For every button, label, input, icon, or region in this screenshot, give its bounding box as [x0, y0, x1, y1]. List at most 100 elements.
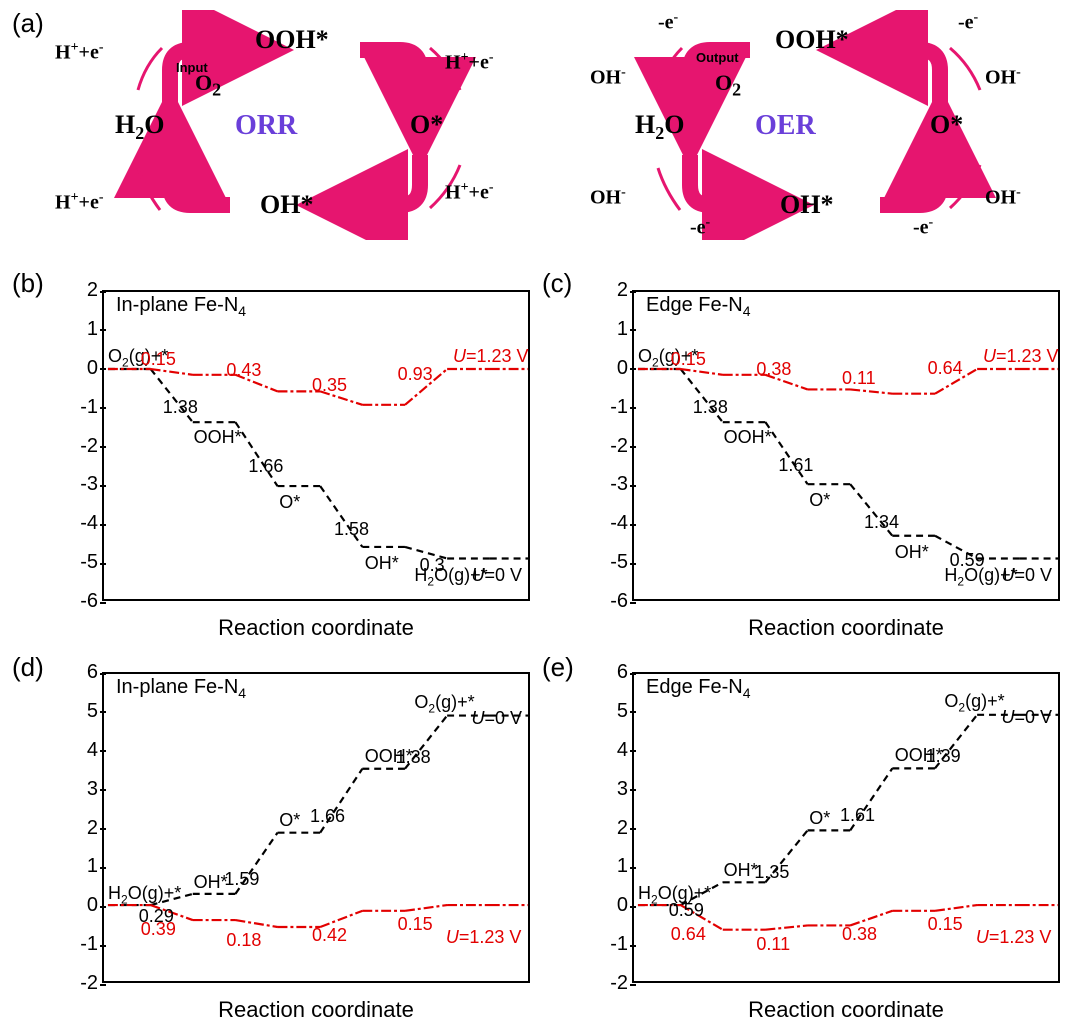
- oer-h2o: H2O: [635, 110, 684, 144]
- ytick: 2: [598, 817, 628, 840]
- anno: U=0 V: [472, 708, 523, 729]
- anno: 0.64: [928, 358, 963, 379]
- ytick: -1: [598, 933, 628, 956]
- ytick: -6: [68, 590, 98, 613]
- ytick: 1: [68, 318, 98, 341]
- anno: 1.34: [864, 512, 899, 533]
- anno: U=1.23 V: [453, 346, 529, 367]
- ytick: 3: [68, 778, 98, 801]
- ytick: -1: [68, 933, 98, 956]
- label-a: (a): [12, 8, 44, 39]
- chart-b: Free energy (eV) Reaction coordinate In-…: [40, 278, 540, 643]
- ytick: 2: [68, 279, 98, 302]
- anno: U=1.23 V: [983, 346, 1059, 367]
- chart-c-svg: [634, 292, 1058, 600]
- ytick: -4: [68, 512, 98, 535]
- orr-o: O*: [410, 110, 443, 140]
- anno: 1.66: [310, 806, 345, 827]
- ytick: -2: [598, 972, 628, 995]
- orr-oh: OH*: [260, 190, 313, 220]
- anno: U=1.23 V: [976, 927, 1052, 948]
- anno: OOH*: [724, 427, 772, 448]
- ytick: 6: [598, 661, 628, 684]
- anno: 0.59: [950, 550, 985, 571]
- anno: 0.35: [312, 375, 347, 396]
- anno: 0.42: [312, 925, 347, 946]
- anno: 0.43: [226, 360, 261, 381]
- orr-cycle: OOH* O* OH* H2O ORR Input O2 H++e- H++e-…: [60, 10, 520, 240]
- label-b: (b): [12, 268, 44, 299]
- label-e: (e): [542, 652, 574, 683]
- anno: 1.59: [224, 869, 259, 890]
- anno: OOH*: [194, 427, 242, 448]
- anno: 1.38: [693, 397, 728, 418]
- anno: 1.58: [334, 519, 369, 540]
- ytick: 3: [598, 778, 628, 801]
- label-d: (d): [12, 652, 44, 683]
- ytick: -2: [598, 435, 628, 458]
- ytick: -3: [598, 473, 628, 496]
- ytick: 4: [68, 739, 98, 762]
- ytick: -1: [68, 396, 98, 419]
- anno: O*: [809, 808, 830, 829]
- anno: 0.15: [141, 349, 176, 370]
- ytick: 2: [68, 817, 98, 840]
- anno: O2(g)+*: [414, 692, 474, 716]
- anno: 0.18: [226, 930, 261, 951]
- anno: OH*: [724, 860, 758, 881]
- oer-oh: OH*: [780, 190, 833, 220]
- ytick: 4: [598, 739, 628, 762]
- anno: 1.38: [396, 747, 431, 768]
- orr-tl-side: H++e-: [55, 40, 104, 65]
- anno: OH*: [194, 872, 228, 893]
- anno: 1.39: [926, 746, 961, 767]
- chart-c-xlabel: Reaction coordinate: [632, 615, 1060, 641]
- anno: 0.59: [669, 900, 704, 921]
- anno: O*: [279, 810, 300, 831]
- anno: 0.39: [141, 919, 176, 940]
- chart-e-xlabel: Reaction coordinate: [632, 997, 1060, 1023]
- anno: 1.61: [840, 805, 875, 826]
- oer-o2: O2: [715, 70, 741, 100]
- oer-ooh: OOH*: [775, 25, 849, 55]
- ytick: 1: [68, 855, 98, 878]
- anno: H2O(g)+*: [108, 883, 181, 907]
- anno: 0.64: [671, 924, 706, 945]
- oer-output: Output: [696, 50, 739, 65]
- orr-ooh: OOH*: [255, 25, 329, 55]
- ytick: 5: [598, 700, 628, 723]
- anno: OH*: [895, 542, 929, 563]
- oer-o: O*: [930, 110, 963, 140]
- ytick: -2: [68, 972, 98, 995]
- oer-tr-branch: -e-: [958, 10, 978, 35]
- ytick: -5: [598, 551, 628, 574]
- anno: 0.93: [398, 364, 433, 385]
- anno: O*: [809, 490, 830, 511]
- orr-h2o: H2O: [115, 110, 164, 144]
- orr-br-side: H++e-: [445, 180, 494, 205]
- anno: 0.11: [842, 368, 876, 389]
- anno: U=0 V: [1002, 707, 1053, 728]
- orr-center: ORR: [235, 110, 297, 142]
- chart-b-xlabel: Reaction coordinate: [102, 615, 530, 641]
- orr-tr-side: H++e-: [445, 50, 494, 75]
- oer-bl-side: OH-: [590, 185, 626, 210]
- oer-tl-side: OH-: [590, 65, 626, 90]
- anno: 0.11: [756, 934, 790, 955]
- chart-d-xlabel: Reaction coordinate: [102, 997, 530, 1023]
- anno: 0.38: [756, 359, 791, 380]
- oer-bl-branch: -e-: [690, 215, 710, 240]
- anno: 0.38: [842, 924, 877, 945]
- ytick: 5: [68, 700, 98, 723]
- ytick: 1: [598, 855, 628, 878]
- anno: OH*: [365, 553, 399, 574]
- orr-o2: O2: [195, 70, 221, 100]
- anno: U=1.23 V: [446, 927, 522, 948]
- ytick: -4: [598, 512, 628, 535]
- anno: 1.66: [248, 456, 283, 477]
- chart-b-svg: [104, 292, 528, 600]
- ytick: 1: [598, 318, 628, 341]
- ytick: 0: [598, 357, 628, 380]
- chart-b-box: In-plane Fe-N4: [102, 290, 530, 601]
- anno: O2(g)+*: [944, 691, 1004, 715]
